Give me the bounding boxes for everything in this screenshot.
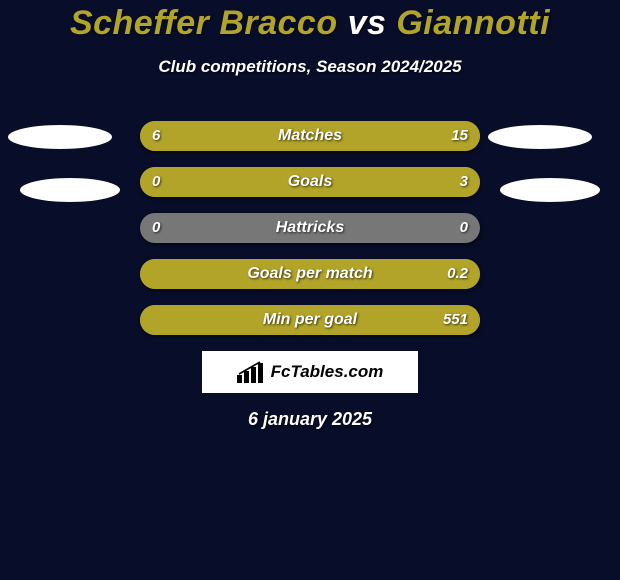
flag-right1 xyxy=(488,125,592,149)
brand-text: FcTables.com xyxy=(271,362,384,382)
brand-box[interactable]: FcTables.com xyxy=(202,351,418,393)
stat-value-left: 6 xyxy=(152,121,160,151)
vs-separator: vs xyxy=(348,4,387,42)
stat-label: Goals xyxy=(140,167,480,197)
stat-value-right: 3 xyxy=(460,167,468,197)
subtitle: Club competitions, Season 2024/2025 xyxy=(0,57,620,77)
stat-value-right: 15 xyxy=(451,121,468,151)
stat-value-right: 0.2 xyxy=(447,259,468,289)
date-text: 6 january 2025 xyxy=(0,409,620,430)
flag-left2 xyxy=(20,178,120,202)
stat-value-right: 551 xyxy=(443,305,468,335)
stat-value-left: 0 xyxy=(152,167,160,197)
flag-left1 xyxy=(8,125,112,149)
stat-row: Goals per match0.2 xyxy=(140,259,480,289)
stat-value-left: 0 xyxy=(152,213,160,243)
stat-label: Matches xyxy=(140,121,480,151)
stats-container: Matches615Goals03Hattricks00Goals per ma… xyxy=(140,121,480,335)
comparison-title: Scheffer Bracco vs Giannotti xyxy=(0,0,620,43)
stat-row: Matches6 15 xyxy=(140,121,480,151)
stat-row: Min per goal551 xyxy=(140,305,480,335)
stat-value-right: 0 xyxy=(460,213,468,243)
player2-name: Giannotti xyxy=(396,4,550,42)
stat-label: Goals per match xyxy=(140,259,480,289)
player1-name: Scheffer Bracco xyxy=(70,4,338,42)
stat-row: Hattricks0 0 xyxy=(140,213,480,243)
stat-label: Min per goal xyxy=(140,305,480,335)
brand-chart-icon xyxy=(237,361,265,383)
stat-label: Hattricks xyxy=(140,213,480,243)
flag-right2 xyxy=(500,178,600,202)
stat-row: Goals0 3 xyxy=(140,167,480,197)
